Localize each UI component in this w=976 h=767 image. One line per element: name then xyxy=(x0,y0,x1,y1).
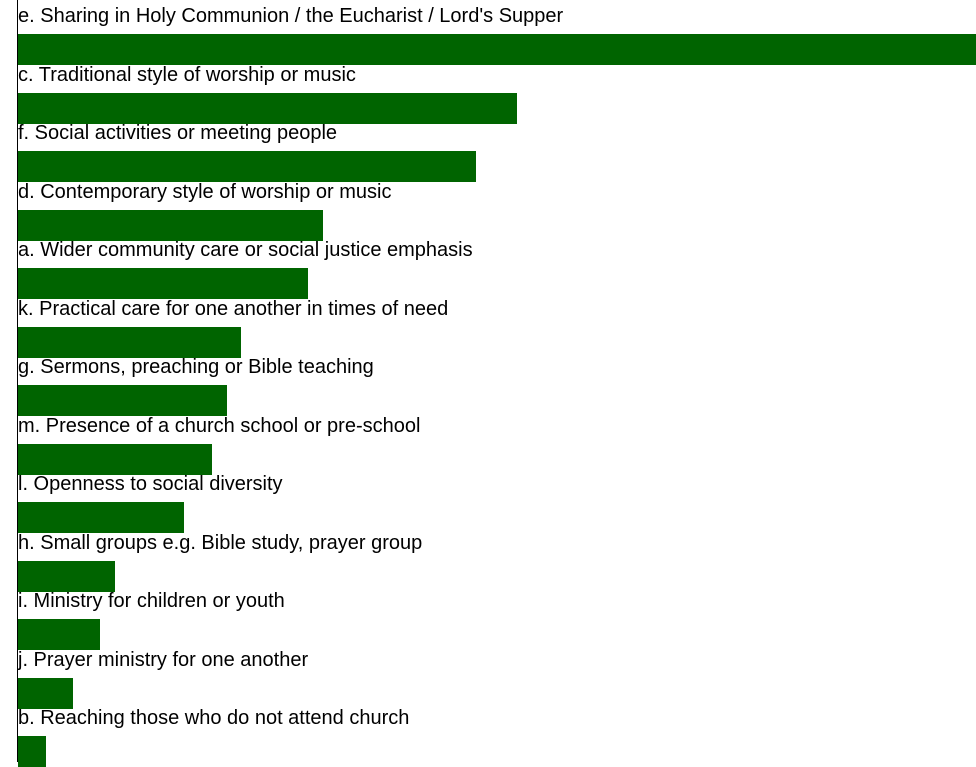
category-label: i. Ministry for children or youth xyxy=(18,590,285,612)
bar xyxy=(18,502,184,533)
bar xyxy=(18,327,241,358)
bar xyxy=(18,385,227,416)
category-label: k. Practical care for one another in tim… xyxy=(18,298,449,320)
bar xyxy=(18,210,323,241)
bar xyxy=(18,561,115,592)
bar xyxy=(18,444,212,475)
bar xyxy=(18,678,73,709)
category-label: a. Wider community care or social justic… xyxy=(18,239,473,261)
bar xyxy=(18,34,976,65)
bar xyxy=(18,151,476,182)
category-label: e. Sharing in Holy Communion / the Eucha… xyxy=(18,5,564,27)
category-label: c. Traditional style of worship or music xyxy=(18,64,356,86)
bar xyxy=(18,736,46,767)
bar xyxy=(18,268,308,299)
category-label: d. Contemporary style of worship or musi… xyxy=(18,181,392,203)
category-label: j. Prayer ministry for one another xyxy=(18,649,309,671)
y-axis-line xyxy=(17,0,18,762)
category-label: g. Sermons, preaching or Bible teaching xyxy=(18,356,374,378)
category-label: h. Small groups e.g. Bible study, prayer… xyxy=(18,532,423,554)
bar xyxy=(18,93,517,124)
category-label: b. Reaching those who do not attend chur… xyxy=(18,707,410,729)
category-label: l. Openness to social diversity xyxy=(18,473,283,495)
category-label: f. Social activities or meeting people xyxy=(18,122,338,144)
bar xyxy=(18,619,100,650)
category-label: m. Presence of a church school or pre-sc… xyxy=(18,415,421,437)
